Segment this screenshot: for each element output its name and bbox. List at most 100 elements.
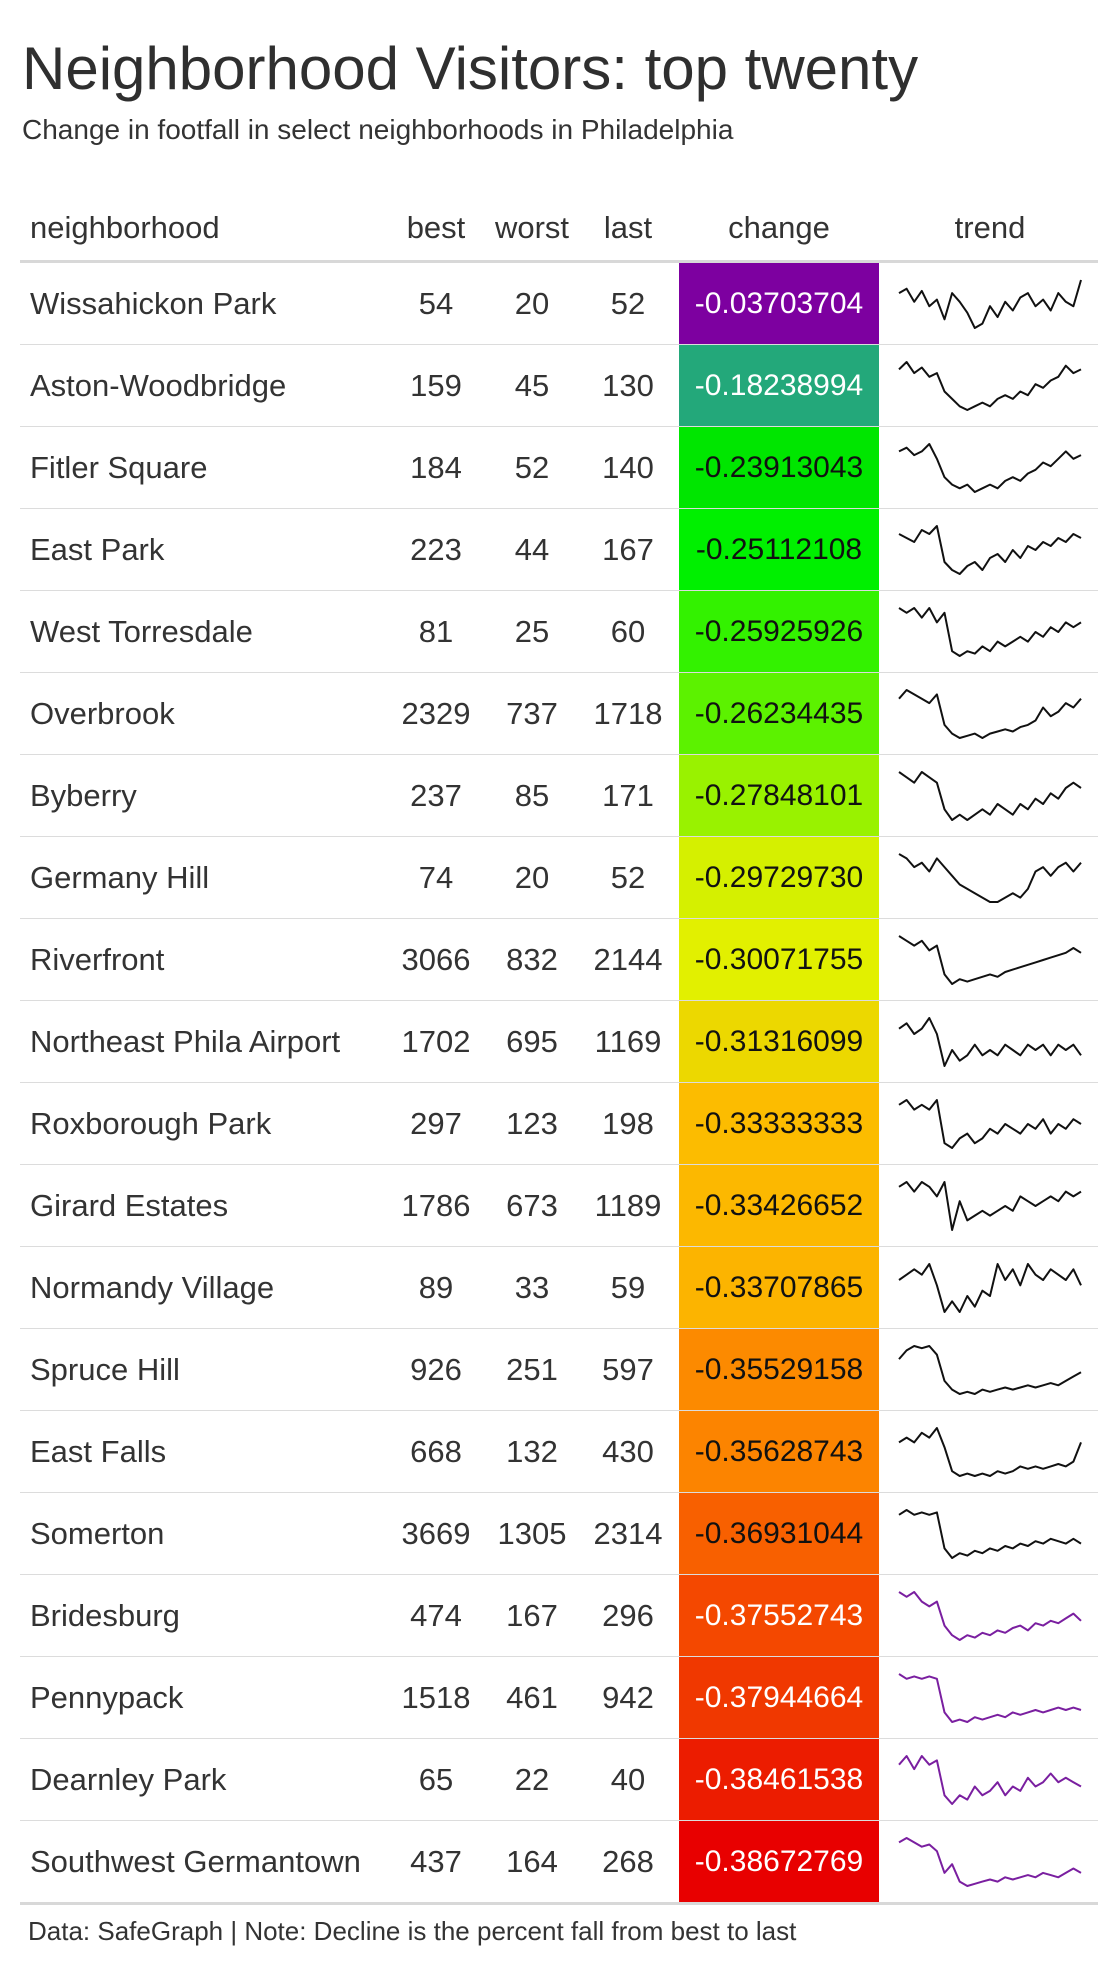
cell-trend	[882, 918, 1098, 1001]
trend-sparkline	[898, 279, 1082, 329]
cell-last: 296	[580, 1574, 676, 1657]
table-row: Fitler Square 184 52 140 -0.23913043	[20, 426, 1098, 509]
cell-last: 130	[580, 344, 676, 427]
cell-neighborhood: Pennypack	[20, 1656, 388, 1739]
cell-worst: 251	[484, 1328, 580, 1411]
change-value: -0.37552743	[679, 1575, 879, 1656]
trend-line	[898, 1098, 1082, 1149]
trend-sparkline	[898, 1262, 1082, 1313]
trend-line	[898, 279, 1082, 329]
cell-best: 1786	[388, 1164, 484, 1247]
cell-best: 159	[388, 344, 484, 427]
trend-line	[898, 770, 1082, 821]
cell-best: 3669	[388, 1492, 484, 1575]
cell-neighborhood: Fitler Square	[20, 426, 388, 509]
trend-sparkline	[898, 1508, 1082, 1559]
table-row: Dearnley Park 65 22 40 -0.38461538	[20, 1738, 1098, 1821]
cell-last: 59	[580, 1246, 676, 1329]
trend-line	[898, 1590, 1082, 1641]
trend-sparkline	[898, 934, 1082, 985]
cell-best: 437	[388, 1820, 484, 1905]
cell-change: -0.38461538	[676, 1738, 882, 1821]
cell-worst: 20	[484, 836, 580, 919]
trend-sparkline	[898, 442, 1082, 493]
cell-change: -0.26234435	[676, 672, 882, 755]
header-best: best	[388, 196, 484, 263]
cell-worst: 25	[484, 590, 580, 673]
trend-sparkline	[898, 1590, 1082, 1641]
cell-last: 430	[580, 1410, 676, 1493]
change-value: -0.33707865	[679, 1247, 879, 1328]
cell-trend	[882, 1738, 1098, 1821]
cell-neighborhood: Germany Hill	[20, 836, 388, 919]
change-value: -0.36931044	[679, 1493, 879, 1574]
trend-sparkline	[898, 688, 1082, 739]
trend-line	[898, 1508, 1082, 1559]
cell-worst: 737	[484, 672, 580, 755]
cell-change: -0.23913043	[676, 426, 882, 509]
cell-change: -0.38672769	[676, 1820, 882, 1905]
table-row: Spruce Hill 926 251 597 -0.35529158	[20, 1328, 1098, 1411]
change-value: -0.33333333	[679, 1083, 879, 1164]
cell-trend	[882, 261, 1098, 345]
cell-worst: 164	[484, 1820, 580, 1905]
cell-last: 171	[580, 754, 676, 837]
cell-trend	[882, 836, 1098, 919]
cell-last: 2314	[580, 1492, 676, 1575]
cell-last: 52	[580, 836, 676, 919]
cell-neighborhood: Southwest Germantown	[20, 1820, 388, 1905]
cell-trend	[882, 1164, 1098, 1247]
trend-sparkline	[898, 1754, 1082, 1805]
table-row: West Torresdale 81 25 60 -0.25925926	[20, 590, 1098, 673]
trend-sparkline	[898, 1426, 1082, 1477]
trend-sparkline	[898, 770, 1082, 821]
cell-worst: 832	[484, 918, 580, 1001]
cell-last: 60	[580, 590, 676, 673]
table-row: Wissahickon Park 54 20 52 -0.03703704	[20, 261, 1098, 345]
table-row: Normandy Village 89 33 59 -0.33707865	[20, 1246, 1098, 1329]
cell-neighborhood: Wissahickon Park	[20, 261, 388, 345]
cell-change: -0.25925926	[676, 590, 882, 673]
cell-best: 237	[388, 754, 484, 837]
cell-trend	[882, 426, 1098, 509]
cell-worst: 167	[484, 1574, 580, 1657]
cell-neighborhood: Normandy Village	[20, 1246, 388, 1329]
trend-line	[898, 1836, 1082, 1887]
trend-line	[898, 1016, 1082, 1067]
trend-sparkline	[898, 1836, 1082, 1887]
trend-sparkline	[898, 360, 1082, 411]
trend-line	[898, 442, 1082, 493]
cell-trend	[882, 344, 1098, 427]
cell-worst: 22	[484, 1738, 580, 1821]
cell-worst: 673	[484, 1164, 580, 1247]
cell-best: 65	[388, 1738, 484, 1821]
change-value: -0.37944664	[679, 1657, 879, 1738]
cell-worst: 52	[484, 426, 580, 509]
page-subtitle: Change in footfall in select neighborhoo…	[22, 114, 734, 145]
cell-best: 81	[388, 590, 484, 673]
table-row: Pennypack 1518 461 942 -0.37944664	[20, 1656, 1098, 1739]
cell-change: -0.31316099	[676, 1000, 882, 1083]
table-row: Roxborough Park 297 123 198 -0.33333333	[20, 1082, 1098, 1165]
cell-last: 268	[580, 1820, 676, 1905]
header-neighborhood: neighborhood	[20, 196, 388, 263]
cell-change: -0.33333333	[676, 1082, 882, 1165]
cell-worst: 695	[484, 1000, 580, 1083]
cell-trend	[882, 672, 1098, 755]
cell-neighborhood: Overbrook	[20, 672, 388, 755]
cell-worst: 20	[484, 261, 580, 345]
cell-worst: 1305	[484, 1492, 580, 1575]
cell-trend	[882, 1410, 1098, 1493]
trend-line	[898, 1672, 1082, 1723]
trend-line	[898, 852, 1082, 903]
cell-last: 942	[580, 1656, 676, 1739]
trend-sparkline	[898, 1672, 1082, 1723]
cell-change: -0.37552743	[676, 1574, 882, 1657]
cell-best: 54	[388, 261, 484, 345]
header-last: last	[580, 196, 676, 263]
cell-change: -0.37944664	[676, 1656, 882, 1739]
cell-change: -0.35529158	[676, 1328, 882, 1411]
trend-line	[898, 1344, 1082, 1395]
cell-change: -0.33426652	[676, 1164, 882, 1247]
cell-best: 926	[388, 1328, 484, 1411]
